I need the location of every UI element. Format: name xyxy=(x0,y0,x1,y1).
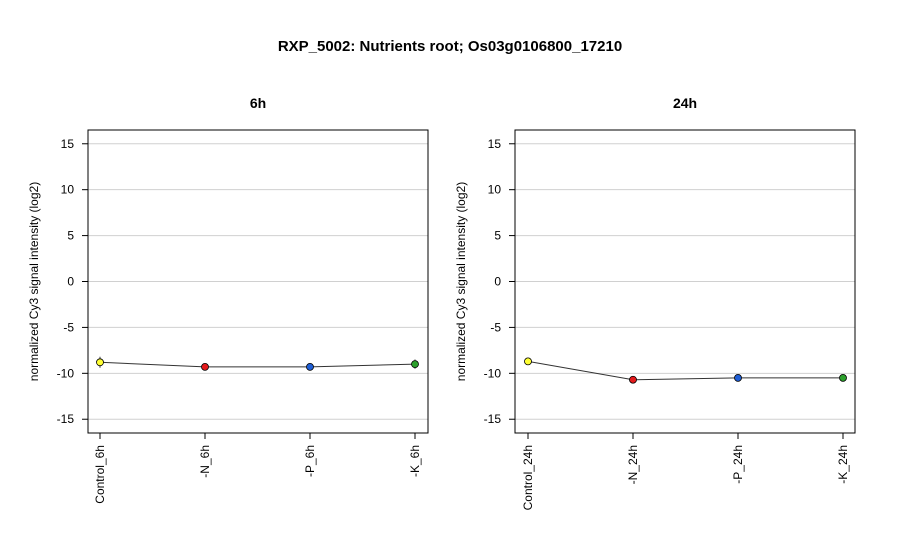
y-tick-label: 10 xyxy=(61,183,75,197)
chart-panel-2: 24h -15 -10 -5 0 5 10 15 normalized Cy3 signal i… xyxy=(454,95,856,510)
data-point xyxy=(306,362,314,371)
data-point xyxy=(734,374,742,382)
y-tick-label: -10 xyxy=(57,366,75,380)
x-tick-label: -P_24h xyxy=(731,445,745,484)
y-tick-label: 0 xyxy=(494,275,501,289)
x-tick-label: -K_6h xyxy=(408,445,422,477)
data-point xyxy=(201,362,209,371)
x-tick-label: -N_6h xyxy=(198,445,212,478)
y-tick-label: 10 xyxy=(488,183,502,197)
y-tick-label: -10 xyxy=(484,366,502,380)
x-tick-label: -P_6h xyxy=(303,445,317,477)
y-tick-label: 15 xyxy=(488,137,502,151)
y-axis-label: normalized Cy3 signal intensity (log2) xyxy=(27,182,41,381)
x-tick-label: -N_24h xyxy=(626,445,640,484)
y-tick-label: 0 xyxy=(67,275,74,289)
panel-title: 6h xyxy=(250,95,266,111)
y-tick-label: -5 xyxy=(490,320,501,334)
data-point xyxy=(96,358,104,367)
series-line xyxy=(99,361,416,368)
data-point xyxy=(839,374,847,382)
y-tick-label: -15 xyxy=(57,412,75,426)
y-axis-label: normalized Cy3 signal intensity (log2) xyxy=(454,182,468,381)
y-tick-label: -5 xyxy=(63,320,74,334)
chart-panel-1: 6h -15 -10 -5 0 5 10 15 normalized Cy3 signal in… xyxy=(27,95,429,504)
data-point xyxy=(524,357,532,366)
y-tick-label: -15 xyxy=(484,412,502,426)
y-tick-label: 15 xyxy=(61,137,75,151)
y-tick-label: 5 xyxy=(494,229,501,243)
x-tick-label: -K_24h xyxy=(836,445,850,484)
panel-title: 24h xyxy=(673,95,697,111)
x-tick-label: Control_6h xyxy=(93,445,107,504)
data-point xyxy=(411,360,419,369)
y-tick-label: 5 xyxy=(67,229,74,243)
data-point xyxy=(629,375,637,384)
series-line xyxy=(527,360,843,381)
x-tick-label: Control_24h xyxy=(521,445,535,510)
chart-title: RXP_5002: Nutrients root; Os03g0106800_1… xyxy=(277,38,623,55)
